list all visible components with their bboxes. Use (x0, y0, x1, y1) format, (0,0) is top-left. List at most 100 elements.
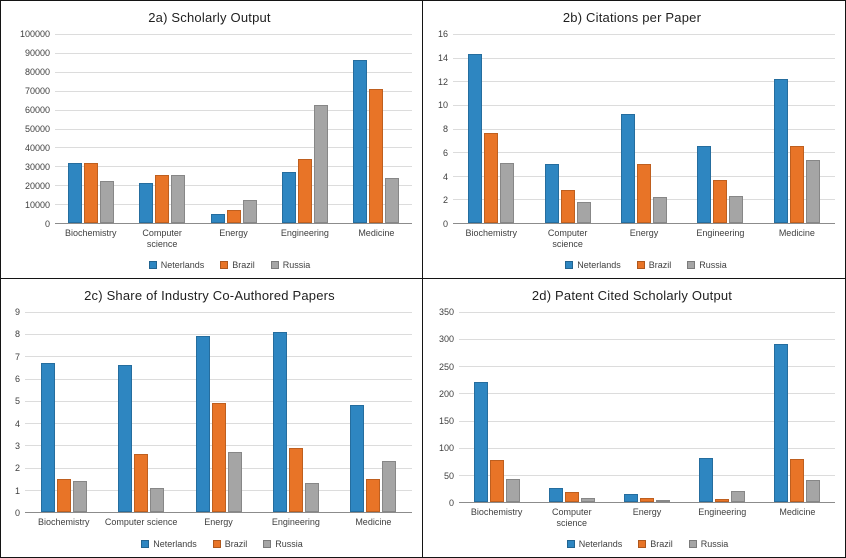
bar-brazil (637, 163, 652, 223)
y-tick-label: 250 (438, 361, 454, 372)
y-tick-label: 9 (14, 307, 20, 317)
bar-russia (227, 452, 242, 512)
bar-russia (150, 487, 165, 512)
gridline (25, 312, 412, 313)
x-category-label: Energy (219, 228, 248, 238)
y-tick-label: 90000 (24, 48, 50, 58)
bar-russia (313, 104, 328, 223)
legend-label: Brazil (224, 539, 248, 549)
x-axis-spacer (7, 228, 55, 252)
x-category-label: Biochemistry (64, 228, 117, 238)
gridline (55, 34, 412, 35)
legend: Neterlands Brazil Russia (7, 252, 412, 278)
x-axis-spacer (429, 507, 459, 531)
bar-group (25, 312, 102, 512)
bar-brazil (226, 209, 241, 223)
bar-group (453, 34, 529, 223)
plot-area (459, 312, 835, 503)
bar-neterlands (544, 163, 559, 223)
panel-2a: 2a) Scholarly Output 0 10000 20000 30000 400… (1, 1, 423, 279)
legend-item-neterlands: Neterlands (148, 260, 204, 270)
y-tick-label: 100000 (19, 29, 50, 39)
bar-russia (731, 491, 746, 502)
bar-group (534, 312, 609, 502)
gridline (25, 356, 412, 358)
y-tick-label: 70000 (24, 86, 50, 96)
y-tick-label: 12 (437, 76, 448, 87)
bar-neterlands (697, 146, 712, 223)
chart-title-2c: 2c) Share of Industry Co-Authored Papers (84, 288, 335, 303)
y-tick-label: 50 (443, 470, 454, 481)
y-tick-label: 300 (438, 334, 454, 345)
x-axis-labels: Biochemistry Computer science Energy Engine… (7, 224, 412, 252)
legend-swatch (141, 540, 150, 548)
bar-group (759, 34, 835, 223)
gridline (25, 334, 412, 336)
plot-row: 0 50 100 150 200 250 300 350 (429, 307, 835, 508)
chart-2b: 0 2 4 6 8 10 12 14 16 Biochemistry Computer scienc… (429, 29, 835, 278)
bar-russia (382, 460, 397, 512)
x-axis-spacer (7, 517, 25, 531)
y-tick-label: 40000 (24, 143, 50, 153)
y-axis: 0 1 2 3 4 5 6 7 8 9 (7, 307, 25, 518)
legend-item-neterlands: Neterlands (566, 539, 622, 549)
bar-brazil (369, 88, 384, 223)
bar-neterlands (353, 60, 368, 223)
y-tick-label: 5 (14, 396, 20, 407)
x-category-label: Biochemistry (470, 507, 523, 517)
gridline (25, 400, 412, 402)
chart-title-2d: 2d) Patent Cited Scholarly Output (531, 288, 733, 303)
gridline (55, 166, 412, 168)
y-tick-label: 3 (14, 440, 20, 451)
x-category-label: Energy (629, 228, 659, 238)
bar-neterlands (350, 405, 365, 512)
gridline (453, 128, 835, 130)
plot-row: 0 2 4 6 8 10 12 14 16 (429, 29, 835, 229)
bar-brazil (489, 459, 504, 502)
x-category-label: Medicine (779, 507, 816, 517)
bar-russia (806, 480, 821, 502)
gridline (459, 420, 835, 422)
legend-label: Russia (282, 260, 311, 270)
bar-group (126, 34, 197, 223)
bar-neterlands (621, 114, 636, 223)
bar-russia (576, 201, 591, 223)
y-tick-label: 200 (438, 388, 454, 399)
y-tick-label: 350 (438, 307, 454, 317)
y-tick-label: 14 (437, 52, 448, 63)
bar-neterlands (548, 488, 563, 502)
legend-label: Russia (699, 260, 727, 270)
bar-group (257, 312, 334, 512)
y-tick-label: 16 (437, 29, 448, 39)
y-axis: 0 10000 20000 30000 40000 50000 60000 70000 8000… (7, 29, 55, 229)
legend-swatch (566, 540, 575, 548)
bar-russia (729, 195, 744, 223)
bar-russia (580, 497, 595, 502)
plot-area (453, 34, 835, 224)
gridline (55, 128, 412, 130)
gridline (55, 90, 412, 92)
bar-brazil (484, 133, 499, 223)
y-tick-label: 6 (442, 147, 448, 158)
bar-neterlands (40, 363, 55, 512)
plot-area (25, 312, 412, 513)
y-tick-label: 0 (14, 508, 20, 518)
y-tick-label: 8 (442, 124, 448, 134)
legend-item-brazil: Brazil (636, 260, 672, 270)
bar-brazil (640, 498, 654, 502)
y-tick-label: 150 (438, 416, 454, 427)
bar-group (609, 312, 684, 502)
legend-swatch (148, 261, 157, 269)
gridline (453, 57, 835, 59)
y-tick-label: 30000 (24, 162, 50, 172)
bar-russia (99, 181, 114, 223)
bar-brazil (297, 158, 312, 223)
bar-brazil (715, 499, 730, 502)
y-tick-label: 10000 (24, 200, 50, 210)
legend-item-brazil: Brazil (212, 539, 248, 549)
legend-label: Russia (275, 539, 303, 549)
x-axis-labels: Biochemistry Computer science Energy Engine… (429, 224, 835, 252)
legend: Neterlands Brazil Russia (429, 252, 835, 278)
bar-group (760, 312, 835, 502)
legend-label: Brazil (648, 260, 672, 270)
